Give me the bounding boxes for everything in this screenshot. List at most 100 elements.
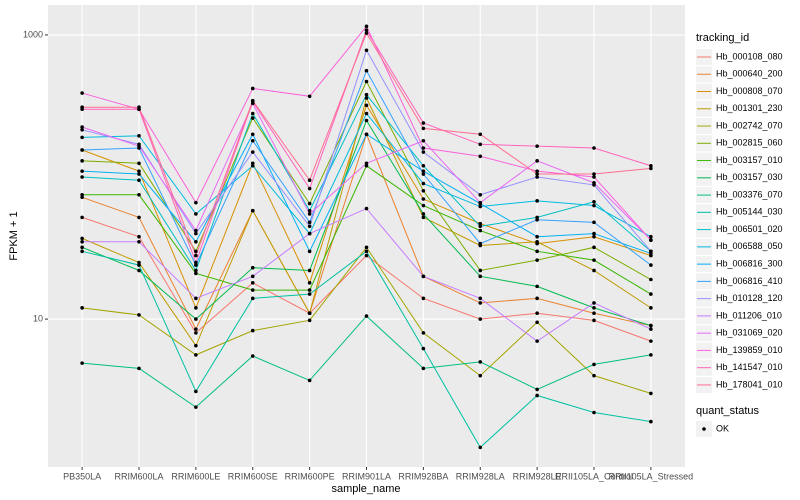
data-point [649, 306, 653, 310]
data-point [478, 317, 483, 321]
data-point [364, 253, 369, 258]
data-point [364, 68, 369, 73]
data-point [250, 208, 255, 213]
data-point [137, 192, 141, 197]
data-point [421, 274, 426, 279]
data-point [137, 260, 141, 265]
data-point [649, 263, 653, 267]
data-point [80, 125, 84, 129]
data-point [364, 103, 369, 108]
data-point [478, 204, 483, 209]
x-tick-label: RRII105LA_Stressed [609, 471, 694, 481]
data-point [194, 296, 198, 301]
data-point [649, 277, 653, 282]
data-point [535, 258, 539, 262]
legend-label: Hb_003376_070 [716, 189, 783, 199]
data-point [250, 265, 255, 270]
data-point [194, 240, 198, 244]
legend-title: tracking_id [696, 32, 749, 44]
data-point [250, 161, 255, 166]
data-point [592, 318, 596, 323]
data-point [364, 245, 369, 250]
data-point [364, 314, 369, 318]
data-point [137, 268, 141, 273]
data-point [535, 296, 539, 301]
data-point [535, 387, 539, 392]
data-point [137, 161, 141, 166]
data-point [364, 92, 369, 97]
legend-label: Hb_006816_300 [716, 258, 783, 268]
data-point [364, 96, 369, 100]
data-point [80, 240, 84, 244]
data-point [649, 339, 653, 343]
data-point [592, 258, 596, 262]
data-point [307, 220, 312, 225]
data-point [421, 163, 426, 168]
data-point [364, 249, 369, 254]
data-point [421, 181, 426, 186]
data-point [592, 172, 596, 176]
data-point [535, 393, 539, 398]
data-point [307, 212, 312, 216]
data-point [250, 111, 255, 116]
data-point [649, 391, 653, 396]
legend-label: Hb_001301_230 [716, 103, 783, 113]
data-point [478, 224, 483, 229]
data-point [307, 318, 312, 323]
data-point [478, 132, 483, 137]
data-point [649, 323, 653, 328]
data-point [194, 331, 198, 335]
data-point [307, 292, 312, 296]
legend-label: Hb_002815_060 [716, 138, 783, 148]
y-tick-label: 10 [33, 313, 43, 323]
data-point [80, 236, 84, 241]
data-point [80, 135, 84, 140]
data-point [649, 327, 653, 331]
data-point [307, 249, 312, 254]
data-point [478, 221, 483, 226]
data-point [535, 218, 539, 222]
data-point [250, 98, 255, 103]
data-point [80, 128, 84, 132]
data-point [250, 86, 255, 91]
data-point [649, 292, 653, 296]
data-point [194, 268, 198, 273]
data-point [364, 28, 369, 33]
data-point [80, 169, 84, 173]
data-point [250, 274, 255, 279]
data-point [250, 132, 255, 137]
data-point [592, 181, 596, 185]
data-point [194, 271, 198, 276]
data-point [194, 263, 198, 267]
data-point [649, 419, 653, 424]
data-point [592, 362, 596, 367]
legend-label: Hb_000808_070 [716, 86, 783, 96]
data-point [421, 212, 426, 216]
data-point [421, 366, 426, 371]
data-point [307, 231, 312, 236]
y-axis-title: FPKM + 1 [8, 211, 20, 260]
data-point [194, 389, 198, 394]
data-point [364, 206, 369, 211]
data-point [649, 353, 653, 357]
data-point [194, 343, 198, 348]
data-point [478, 296, 483, 301]
data-point [592, 234, 596, 239]
data-point [478, 274, 483, 279]
data-point [421, 215, 426, 220]
data-point [535, 175, 539, 179]
data-point [80, 91, 84, 95]
x-tick-label: RRII105LA_Control [555, 471, 633, 481]
data-point [250, 281, 255, 285]
data-point [194, 317, 198, 321]
data-point [478, 241, 483, 246]
data-point [478, 192, 483, 197]
legend-shape [702, 427, 706, 431]
x-tick-label: PB350LA [63, 471, 101, 481]
data-point [194, 260, 198, 265]
legend-label: Hb_000108_080 [716, 51, 783, 61]
data-point [592, 175, 596, 179]
x-tick-label: RRIM928LA [456, 471, 505, 481]
data-point [250, 354, 255, 358]
